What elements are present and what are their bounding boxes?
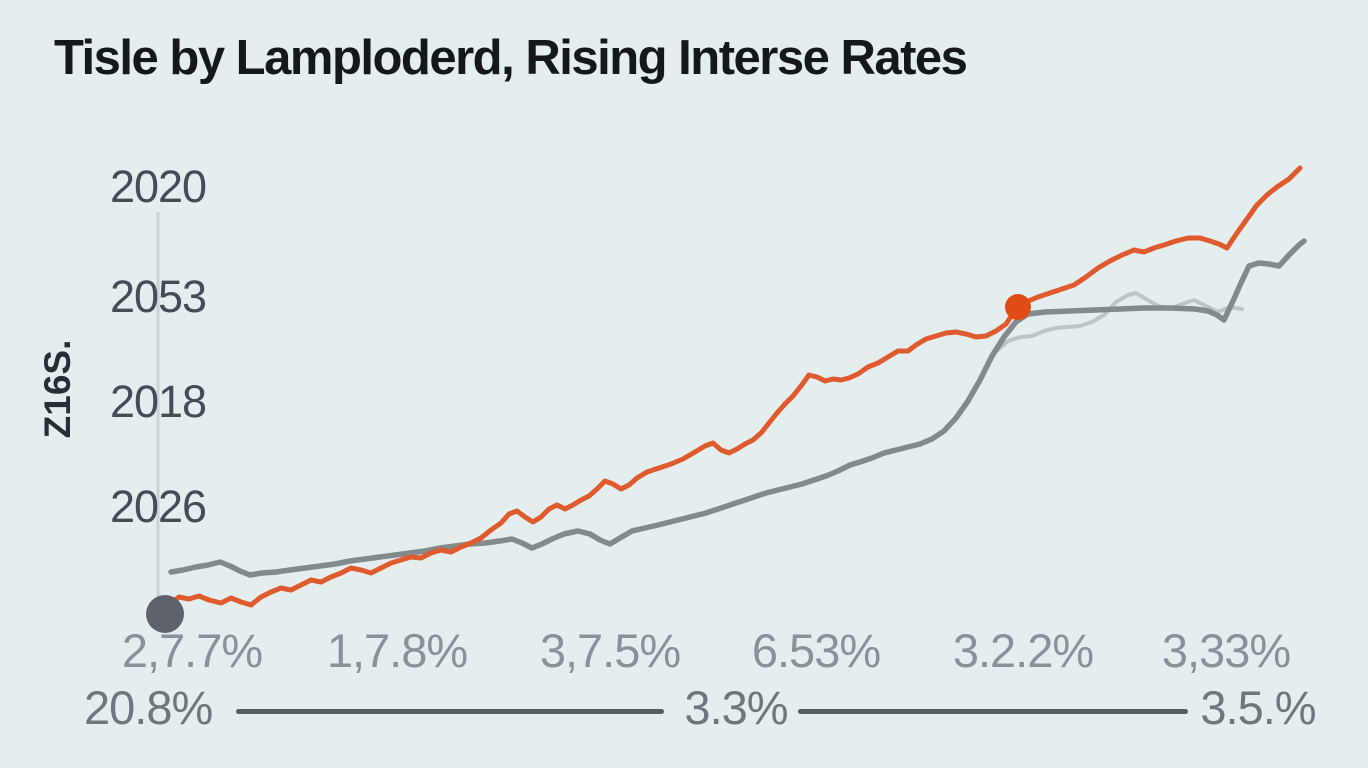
footer-value: 20.8% [84,681,213,734]
chart-title: Tisle by Lamploderd, Rising Interse Rate… [54,31,968,85]
footer-value: 3.5.% [1200,681,1316,734]
x-tick-label: 1,7.8% [326,624,468,677]
footer-divider-line [798,709,1188,714]
orange-highlight-marker [1005,294,1031,320]
gray-start-marker [146,595,184,633]
footer-divider-line [236,709,664,714]
y-tick-label: 2018 [109,376,207,427]
orange-rate-line [160,165,1303,615]
footer-value: 3.3% [684,681,788,734]
y-tick-label: 2053 [109,271,207,322]
x-tick-label: 3.2.2% [952,624,1094,677]
x-tick-label: 3,33% [1161,624,1291,677]
x-tick-label: 2,7.7% [121,624,263,677]
y-tick-label: 2020 [109,161,207,212]
y-axis-title: Z16S. [37,339,78,439]
light-gray-rate-line [996,291,1244,352]
x-tick-label: 3,7.5% [539,624,681,677]
y-tick-label: 2026 [109,481,207,532]
x-tick-label: 6.53% [751,624,881,677]
gray-rate-line [168,238,1307,578]
